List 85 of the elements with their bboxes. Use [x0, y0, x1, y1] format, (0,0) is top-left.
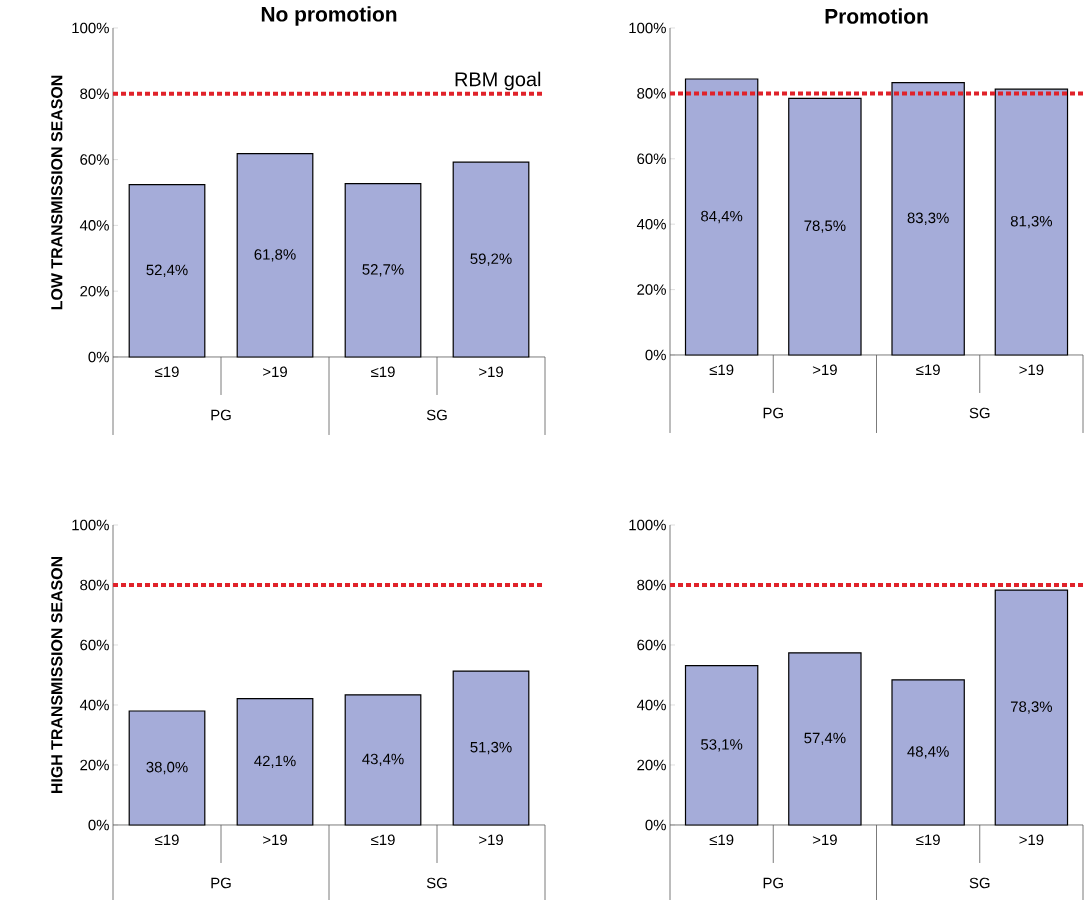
bar: [452, 161, 530, 358]
chart-title: No promotion: [261, 6, 397, 26]
text: SG: [969, 877, 990, 889]
y-tick-label: 80%: [637, 88, 666, 99]
chart-title: Promotion: [825, 8, 928, 24]
bar: [788, 97, 862, 356]
x-tick-label: >19: [1019, 834, 1044, 846]
y-tick-label: 40%: [636, 218, 666, 230]
ref-line-label: RBM goal: [455, 71, 541, 91]
bar: [128, 710, 206, 826]
text: PG: [211, 877, 231, 889]
y-tick-label: 80%: [637, 579, 666, 591]
y-tick-label: 60%: [80, 639, 109, 651]
text: PG: [211, 409, 231, 421]
data-label: 81,3%: [1010, 215, 1053, 229]
data-label: 78,3%: [1010, 701, 1053, 714]
y-tick-label: 40%: [79, 699, 109, 711]
data-label: 57,4%: [804, 732, 846, 746]
y-tick-label: 0%: [645, 349, 666, 361]
data-label: 51,3%: [470, 741, 512, 755]
bar: [994, 88, 1069, 356]
bar: [994, 589, 1069, 826]
y-tick-label: 100%: [629, 519, 666, 531]
bar: [684, 665, 759, 826]
data-label: 42,1%: [254, 755, 296, 768]
x-tick-label: ≤19: [371, 834, 395, 846]
x-tick-label: ≤19: [155, 834, 179, 846]
y-tick-label: 40%: [79, 220, 109, 231]
y-tick-label: 80%: [80, 579, 109, 591]
data-label: 59,2%: [470, 253, 512, 266]
data-label: 83,3%: [907, 212, 949, 225]
y-tick-label: 60%: [80, 154, 109, 165]
bar: [236, 153, 314, 358]
x-tick-label: >19: [263, 366, 287, 378]
y-tick-label: 0%: [645, 819, 666, 831]
y-axis-title: HIGH TRANSMISSION SEASON: [51, 556, 63, 794]
x-tick-label: >19: [479, 366, 503, 378]
data-label: 52,4%: [146, 264, 188, 277]
data-label: 53,1%: [701, 739, 743, 752]
bar: [128, 183, 206, 358]
y-tick-label: 40%: [636, 699, 666, 711]
y-tick-label: 0%: [88, 819, 109, 831]
bar: [452, 670, 530, 826]
y-tick-label: 80%: [80, 88, 109, 100]
y-tick-label: 20%: [80, 759, 109, 771]
x-tick-label: >19: [812, 834, 837, 846]
data-label: 61,8%: [254, 249, 296, 262]
y-tick-label: 20%: [80, 285, 109, 297]
bar: [891, 679, 965, 826]
x-tick-label: ≤19: [916, 834, 940, 846]
y-tick-label: 60%: [637, 153, 666, 165]
data-label: 48,4%: [907, 746, 949, 759]
x-tick-label: ≤19: [709, 834, 734, 846]
y-tick-label: 100%: [629, 22, 666, 34]
y-tick-label: 100%: [72, 22, 109, 34]
text: SG: [969, 407, 990, 419]
bar: [236, 698, 314, 826]
x-tick-label: ≤19: [709, 364, 734, 376]
text: PG: [763, 407, 783, 419]
data-label: 52,7%: [362, 264, 404, 277]
data-label: 78,5%: [804, 220, 846, 233]
text: SG: [426, 877, 447, 889]
x-tick-label: ≤19: [371, 366, 395, 378]
x-tick-label: >19: [263, 834, 287, 846]
y-axis-title: LOW TRANSMISSION SEASON: [51, 75, 63, 310]
bar: [344, 694, 422, 826]
x-tick-label: ≤19: [155, 366, 179, 378]
y-tick-label: 100%: [72, 519, 109, 531]
data-label: 84,4%: [701, 210, 743, 224]
text: PG: [763, 877, 783, 889]
x-tick-label: ≤19: [916, 364, 940, 376]
x-tick-label: >19: [1019, 364, 1044, 376]
y-tick-label: 0%: [88, 351, 109, 363]
bar: [891, 81, 965, 356]
bar: [684, 78, 759, 356]
y-tick-label: 20%: [637, 284, 666, 295]
data-label: 38,0%: [146, 761, 188, 775]
bar: [344, 183, 422, 358]
bar: [788, 652, 862, 826]
y-tick-label: 60%: [637, 639, 666, 651]
x-tick-label: >19: [812, 364, 837, 376]
text: SG: [426, 409, 447, 421]
x-tick-label: >19: [479, 834, 503, 846]
y-tick-label: 20%: [637, 759, 666, 771]
data-label: 43,4%: [362, 753, 404, 767]
